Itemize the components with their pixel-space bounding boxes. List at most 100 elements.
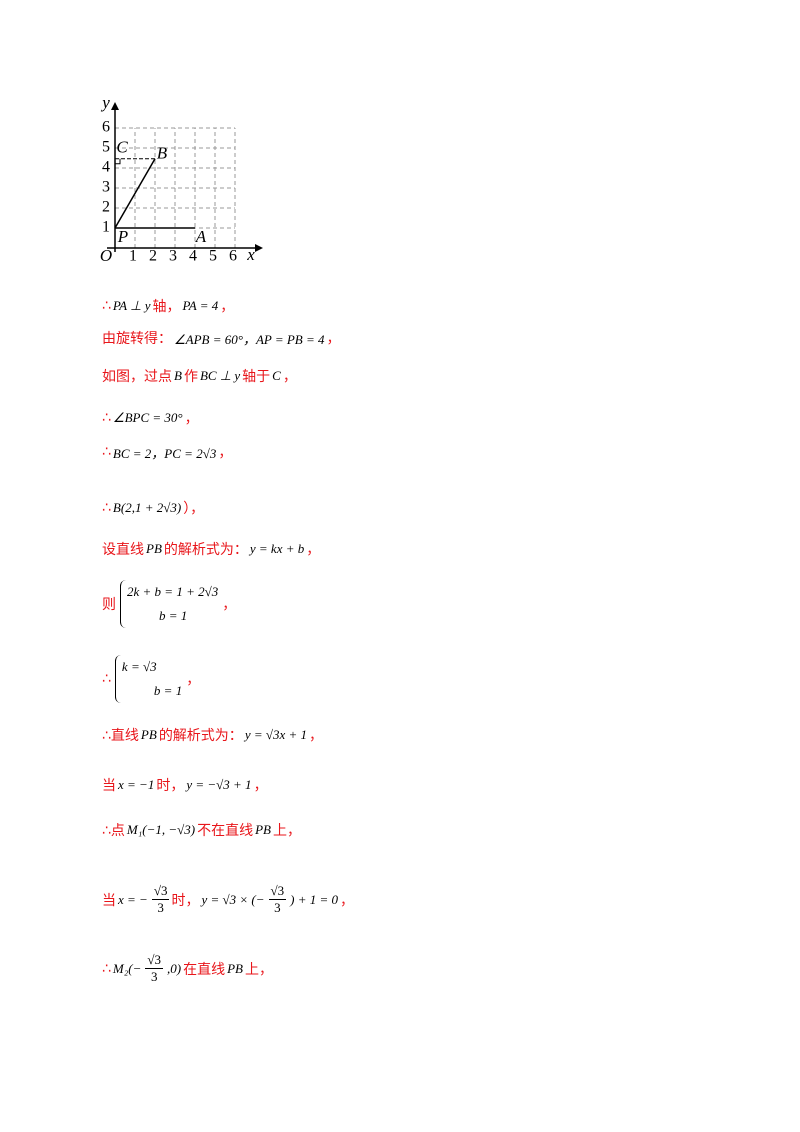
x-tick-label: 5 xyxy=(209,248,217,265)
fraction: √3 3 xyxy=(145,952,164,985)
x-tick-label: 1 xyxy=(129,248,137,265)
text: 上， xyxy=(245,961,273,978)
formula: x = − xyxy=(118,891,148,907)
text: ， xyxy=(326,331,341,347)
text: 作 xyxy=(183,369,198,385)
text: 设直线 xyxy=(102,542,144,558)
solution-line: ∴ BC = 2，PC = 2√3， xyxy=(102,442,232,462)
solution-line: 如图，过点 B 作 BC ⊥ y 轴于 C， xyxy=(102,366,297,386)
point-label: B xyxy=(157,144,168,163)
text: ， xyxy=(282,369,297,385)
x-tick-label: 6 xyxy=(229,248,237,265)
formula: y = kx + b xyxy=(249,541,305,556)
y-tick-label: 5 xyxy=(102,139,110,156)
text: 如图，过点 xyxy=(102,369,172,385)
formula: y = −√3 + 1 xyxy=(186,777,252,792)
formula: M₂(− xyxy=(112,960,142,976)
equation: b = 1 xyxy=(159,608,188,623)
formula: ∠BPC = 30° xyxy=(112,410,183,425)
text: ∴ xyxy=(102,960,111,977)
solution-line: ∴点 M₁(−1, −√3) 不在直线 PB 上， xyxy=(102,820,301,840)
text: ， xyxy=(184,411,199,427)
text: ， xyxy=(309,728,324,744)
text: ∴ xyxy=(102,444,111,460)
formula: M₁(−1, −√3) xyxy=(126,822,196,837)
text: ， xyxy=(220,299,235,315)
origin-label: O xyxy=(100,246,112,265)
text: 时， xyxy=(156,778,185,794)
text: ， xyxy=(218,445,233,461)
x-tick-label: 3 xyxy=(169,248,177,265)
formula: B(2,1 + 2√3) xyxy=(112,500,182,515)
x-tick-label: 4 xyxy=(189,248,197,265)
solution-line: ∴直线 PB 的解析式为： y = √3x + 1， xyxy=(102,725,323,745)
formula: y = √3 × (− xyxy=(201,891,265,907)
x-arrow xyxy=(255,244,263,252)
denominator: 3 xyxy=(157,900,164,915)
point-label: P xyxy=(117,227,128,246)
text: ∴直线 xyxy=(102,728,139,744)
text: 轴， xyxy=(152,299,181,315)
y-tick-label: 3 xyxy=(102,179,110,196)
text: ）， xyxy=(183,501,205,517)
text: ∴ xyxy=(102,298,111,314)
solution-line: ∴ PA ⊥ y 轴， PA = 4， xyxy=(102,296,234,316)
denominator: 3 xyxy=(150,969,158,984)
solution-line: 则 2k + b = 1 + 2√3 b = 1 ， xyxy=(102,580,236,628)
text: ， xyxy=(306,542,321,558)
formula: BC ⊥ y xyxy=(199,368,241,383)
formula: PA ⊥ y xyxy=(112,298,151,313)
text: ∴ xyxy=(102,410,111,426)
text: ， xyxy=(340,892,355,909)
numerator: √3 xyxy=(151,883,170,900)
point-label: A xyxy=(195,227,207,246)
solution-line: ∴ B(2,1 + 2√3)）， xyxy=(102,498,204,518)
text: 当 xyxy=(102,778,116,794)
formula: PB xyxy=(140,727,157,742)
formula: ,0) xyxy=(167,960,182,976)
solution-line: ∴ ∠BPC = 30°， xyxy=(102,408,199,428)
text: 上， xyxy=(273,823,301,839)
formula: B xyxy=(174,368,182,383)
text: 当 xyxy=(102,892,116,909)
solution-line: ∴ M₂(− √3 3,0) 在直线 PB 上， xyxy=(102,952,273,985)
text: ∴ xyxy=(102,671,111,687)
solution-line: 由旋转得： ∠APB = 60°，AP = PB = 4， xyxy=(102,328,341,348)
numerator: √3 xyxy=(268,883,287,900)
text: ， xyxy=(253,778,268,794)
right-angle xyxy=(115,158,121,165)
text: 时， xyxy=(171,892,200,909)
formula: y = √3x + 1 xyxy=(244,727,308,742)
y-arrow xyxy=(111,102,119,110)
text: 则 xyxy=(102,597,116,613)
equation: k = √3 xyxy=(121,659,157,674)
formula: ∠APB = 60°，AP = PB = 4 xyxy=(174,331,325,347)
equation: b = 1 xyxy=(153,683,183,698)
text: ， xyxy=(186,672,201,688)
y-axis-label: y xyxy=(100,93,110,112)
equation-system: 2k + b = 1 + 2√3 b = 1 xyxy=(120,580,218,628)
formula: BC = 2，PC = 2√3 xyxy=(112,445,217,461)
y-tick-label: 6 xyxy=(102,119,110,136)
point-label: C xyxy=(116,138,128,157)
formula: PB xyxy=(255,822,271,837)
solution-line: ∴ k = √3 b = 1， xyxy=(102,655,200,703)
formula: ) + 1 = 0 xyxy=(290,891,339,907)
formula: x = −1 xyxy=(118,777,155,792)
x-axis-label: x xyxy=(246,245,255,264)
denominator: 3 xyxy=(274,900,281,915)
text: ∴ xyxy=(102,500,111,516)
text: 由旋转得： xyxy=(102,331,172,347)
text: 的解析式为： xyxy=(163,542,248,558)
text: 的解析式为： xyxy=(158,728,243,744)
numerator: √3 xyxy=(145,952,164,969)
text: 在直线 xyxy=(183,961,226,978)
formula: C xyxy=(272,368,281,383)
equation-system: k = √3 b = 1 xyxy=(114,655,183,703)
x-tick-label: 2 xyxy=(149,248,157,265)
fraction: √3 3 xyxy=(151,883,170,916)
